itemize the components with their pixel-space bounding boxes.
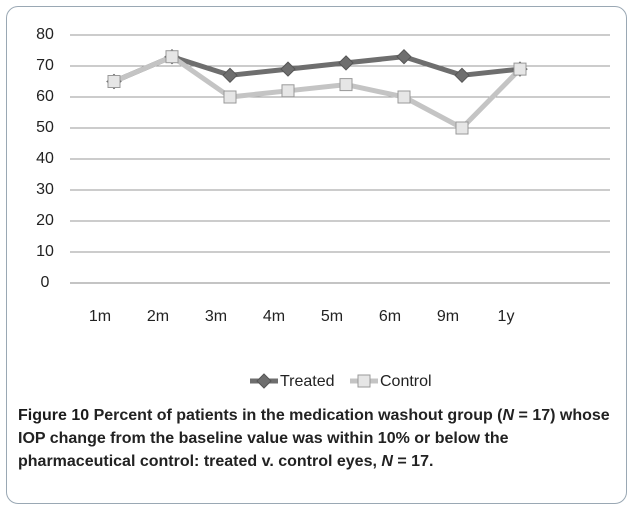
point-marker [281,84,295,98]
point-marker [339,78,353,92]
point-marker [223,90,237,104]
x-tick-label: 5m [321,308,343,325]
x-tick-label: 2m [147,308,169,325]
y-tick-label: 40 [36,150,54,167]
point-marker [396,48,412,65]
legend-label: Control [380,373,432,390]
y-tick-label: 20 [36,212,54,229]
caption-text: N [502,407,515,424]
caption-text: = 17. [392,453,434,470]
y-tick-label: 70 [36,57,54,74]
y-tick-label: 0 [41,274,50,291]
caption: Figure 10 Percent of patients in the med… [18,404,618,473]
chart: 0 10 20 30 40 50 60 70 80 1m 2m 3m 4m 5m 6m 9m 1y Treated… [36,26,610,390]
point-marker [165,50,179,64]
x-tick-label: 9m [437,308,459,325]
point-marker [280,61,296,77]
y-tick-label: 80 [36,26,54,43]
caption-text: Percent of patients in the medication wa… [89,407,503,424]
caption-text: = 17) whose IOP change from the baseline… [18,407,610,470]
caption-label: Figure 10 [18,407,90,424]
x-tick-label: 1m [89,308,111,325]
point-marker [455,121,469,135]
point-marker [338,55,354,71]
x-tick-label: 6m [379,308,401,325]
point-marker [454,67,470,84]
point-marker [513,62,527,76]
y-tick-label: 10 [36,243,54,260]
legend-label: Treated [280,373,335,390]
caption-text: N [381,453,393,470]
series-line [113,54,521,84]
x-tick-label: 3m [205,308,227,325]
point-marker [397,90,411,104]
series-line [113,54,522,131]
legend-marker [256,373,272,389]
x-tick-label: 1y [498,308,515,325]
x-tick-label: 4m [263,308,285,325]
legend-marker [357,374,371,388]
point-marker [222,67,238,84]
point-marker [107,75,121,88]
y-tick-label: 30 [36,181,54,198]
y-tick-label: 60 [36,88,54,105]
y-tick-label: 50 [36,119,54,136]
